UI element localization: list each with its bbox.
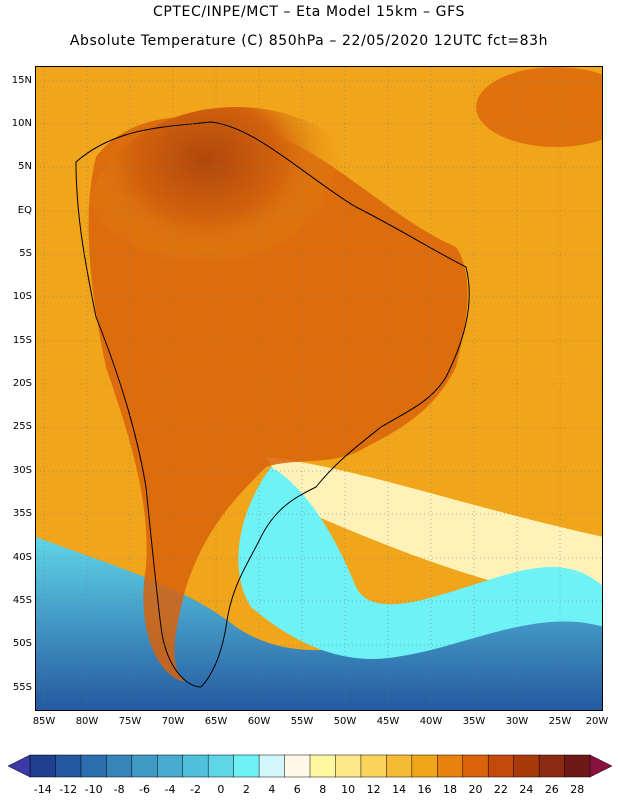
lat-label-20s: 20S bbox=[12, 378, 32, 389]
lon-label-40w: 40W bbox=[419, 716, 443, 727]
colorbar-label: -4 bbox=[164, 783, 176, 796]
cyan-tongue bbox=[238, 467, 602, 659]
lat-label-10n: 10N bbox=[11, 118, 32, 129]
lat-label-10s: 10S bbox=[12, 291, 32, 302]
lat-label-45s: 45S bbox=[12, 595, 32, 606]
colorbar-label: -12 bbox=[59, 783, 78, 796]
colorbar-swatch bbox=[513, 754, 540, 778]
colorbar-swatch bbox=[487, 754, 515, 778]
colorbar-label: 20 bbox=[468, 783, 483, 796]
colorbar-swatch bbox=[157, 754, 184, 778]
colorbar-over-arrow bbox=[589, 754, 613, 778]
colorbar-label: 0 bbox=[217, 783, 225, 796]
map-title-line2: Absolute Temperature (C) 850hPa – 22/05/… bbox=[69, 33, 549, 49]
colorbar-label: 26 bbox=[544, 783, 559, 796]
colorbar-label: -10 bbox=[84, 783, 103, 796]
colorbar-swatch bbox=[538, 754, 566, 778]
colorbar-label: 4 bbox=[268, 783, 276, 796]
colorbar-label: 22 bbox=[493, 783, 508, 796]
lat-label-15s: 15S bbox=[12, 335, 32, 346]
lat-label-30s: 30S bbox=[12, 465, 32, 476]
colorbar-swatch bbox=[462, 754, 489, 778]
colorbar-swatch bbox=[411, 754, 439, 778]
colorbar-label: 24 bbox=[519, 783, 534, 796]
colorbar-swatch bbox=[564, 754, 591, 778]
lon-label-25w: 25W bbox=[548, 716, 572, 727]
colorbar-swatch bbox=[386, 754, 413, 778]
lon-label-35w: 35W bbox=[462, 716, 486, 727]
colorbar-under-arrow bbox=[7, 754, 31, 778]
colorbar-swatch bbox=[437, 754, 464, 778]
lon-label-30w: 30W bbox=[505, 716, 529, 727]
temperature-map bbox=[35, 66, 603, 711]
colorbar-swatch bbox=[335, 754, 362, 778]
colorbar-swatch bbox=[207, 754, 235, 778]
colorbar-swatch bbox=[29, 754, 57, 778]
lon-label-85w: 85W bbox=[32, 716, 56, 727]
colorbar-swatch bbox=[284, 754, 311, 778]
temperature-colorbar bbox=[7, 754, 613, 778]
colorbar-label: 28 bbox=[570, 783, 585, 796]
colorbar-label: 8 bbox=[319, 783, 327, 796]
colorbar-swatch bbox=[182, 754, 209, 778]
colorbar-swatch bbox=[106, 754, 133, 778]
colorbar-swatch bbox=[309, 754, 337, 778]
lon-label-60w: 60W bbox=[247, 716, 271, 727]
colorbar-swatch bbox=[131, 754, 159, 778]
colorbar-label: -6 bbox=[139, 783, 151, 796]
colorbar-swatch bbox=[360, 754, 388, 778]
lat-label-25s: 25S bbox=[12, 421, 32, 432]
lon-label-45w: 45W bbox=[376, 716, 400, 727]
colorbar-label: -2 bbox=[189, 783, 201, 796]
colorbar-label: 6 bbox=[293, 783, 301, 796]
colorbar-label: 2 bbox=[242, 783, 250, 796]
colorbar-label: -8 bbox=[113, 783, 125, 796]
colorbar-swatch bbox=[80, 754, 108, 778]
lat-label-5s: 5S bbox=[19, 248, 32, 259]
colorbar-swatch bbox=[258, 754, 286, 778]
lat-label-5n: 5N bbox=[18, 161, 32, 172]
lat-label-15n: 15N bbox=[11, 75, 32, 86]
colorbar-label: 10 bbox=[341, 783, 356, 796]
graticule bbox=[36, 67, 602, 710]
lat-label-eq: EQ bbox=[17, 205, 32, 216]
lon-label-70w: 70W bbox=[161, 716, 185, 727]
lon-label-75w: 75W bbox=[118, 716, 142, 727]
lat-label-40s: 40S bbox=[12, 552, 32, 563]
lon-label-20w: 20W bbox=[585, 716, 609, 727]
map-title-line1: CPTEC/INPE/MCT – Eta Model 15km – GFS bbox=[152, 4, 466, 20]
lon-label-50w: 50W bbox=[333, 716, 357, 727]
colorbar-swatch bbox=[233, 754, 260, 778]
amazon-hot-core bbox=[86, 107, 386, 347]
lat-label-50s: 50S bbox=[12, 638, 32, 649]
lon-label-65w: 65W bbox=[204, 716, 228, 727]
lat-label-55s: 55S bbox=[12, 682, 32, 693]
pale-band bbox=[266, 457, 602, 607]
cold-southern-ocean bbox=[36, 537, 602, 710]
lon-label-80w: 80W bbox=[75, 716, 99, 727]
lon-label-55w: 55W bbox=[290, 716, 314, 727]
coastline bbox=[75, 121, 470, 688]
lat-label-35s: 35S bbox=[12, 508, 32, 519]
atlantic-warm-patch bbox=[476, 67, 602, 147]
colorbar-label: 18 bbox=[443, 783, 457, 796]
colorbar-swatch bbox=[55, 754, 82, 778]
colorbar-label: 14 bbox=[392, 783, 407, 796]
colorbar-label: -14 bbox=[33, 783, 52, 796]
colorbar-label: 16 bbox=[417, 783, 432, 796]
colorbar-label: 12 bbox=[366, 783, 381, 796]
